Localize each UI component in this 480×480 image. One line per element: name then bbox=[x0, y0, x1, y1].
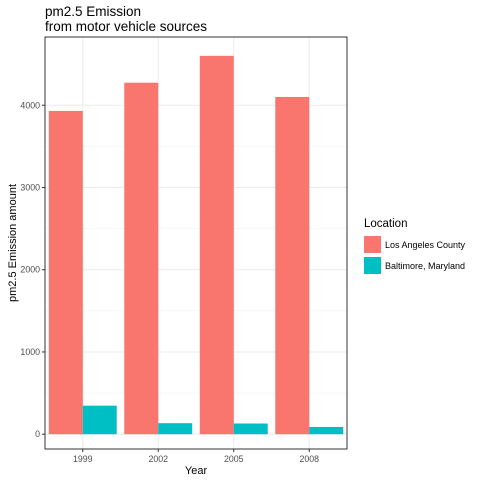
y-tick-label: 3000 bbox=[20, 182, 40, 192]
legend-label: Los Angeles County bbox=[385, 239, 466, 250]
legend: Location Los Angeles County Baltimore, M… bbox=[364, 218, 465, 277]
bar bbox=[309, 426, 344, 435]
legend-key-baltimore bbox=[364, 257, 381, 274]
chart-title: pm2.5 Emission bbox=[45, 4, 142, 19]
x-tick-label: 2002 bbox=[148, 454, 168, 464]
legend-key-los-angeles bbox=[364, 236, 381, 253]
y-tick-label: 1000 bbox=[20, 347, 40, 357]
y-tick-label: 2000 bbox=[20, 265, 40, 275]
bar bbox=[158, 423, 193, 435]
y-tick-label: 4000 bbox=[20, 100, 40, 110]
x-tick-label: 1999 bbox=[73, 454, 93, 464]
x-axis-title: Year bbox=[185, 465, 208, 477]
legend-title: Location bbox=[364, 218, 408, 230]
panel-border bbox=[44, 36, 348, 450]
bar bbox=[124, 82, 159, 435]
bar bbox=[82, 405, 117, 435]
chart-subtitle: from motor vehicle sources bbox=[45, 19, 208, 34]
bar bbox=[199, 55, 234, 435]
x-tick-label: 2005 bbox=[224, 454, 244, 464]
bar bbox=[233, 423, 268, 435]
legend-item-los-angeles: Los Angeles County bbox=[364, 235, 465, 254]
legend-item-baltimore: Baltimore, Maryland bbox=[364, 256, 465, 275]
bar bbox=[275, 96, 310, 435]
legend-label: Baltimore, Maryland bbox=[385, 260, 466, 271]
bar bbox=[48, 110, 83, 435]
x-tick-label: 2008 bbox=[299, 454, 319, 464]
y-axis-title: pm2.5 Emission amount bbox=[7, 184, 19, 302]
y-tick-label: 0 bbox=[35, 429, 40, 439]
